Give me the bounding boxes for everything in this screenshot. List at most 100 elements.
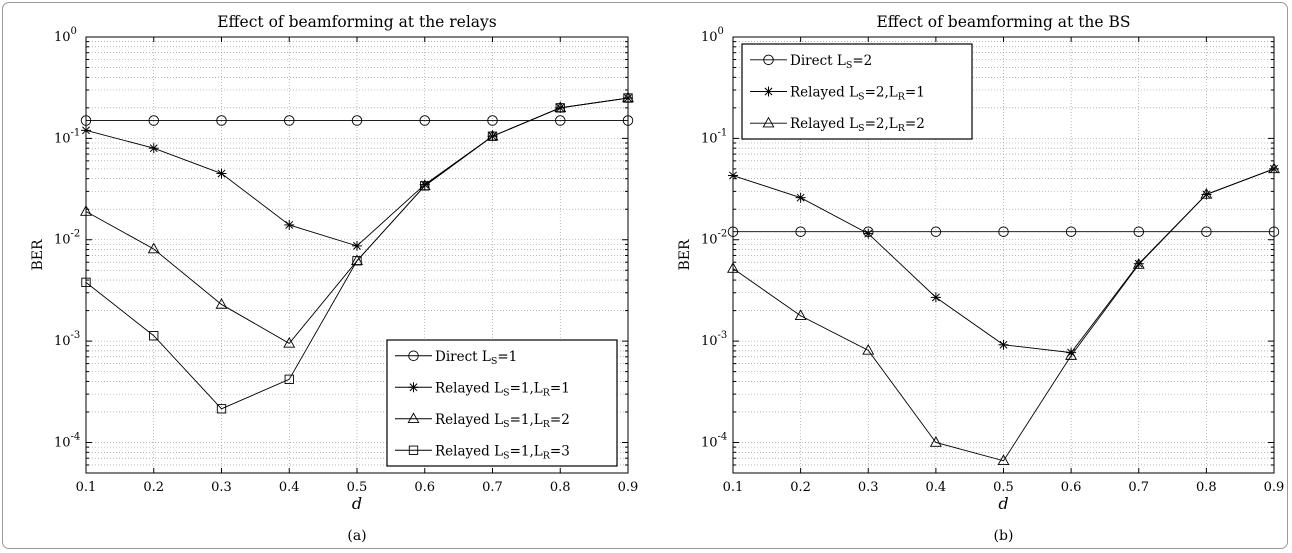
x-tick-label: 0.3 xyxy=(858,480,879,495)
legend-marker xyxy=(763,54,774,66)
data-point xyxy=(1268,226,1280,237)
data-point xyxy=(80,115,92,126)
legend-subscript: S xyxy=(503,387,510,398)
data-point xyxy=(863,228,874,239)
x-tick-label: 0.3 xyxy=(211,480,232,495)
legend-text: =2 xyxy=(905,116,925,132)
star-stroke xyxy=(217,169,226,178)
legend-text: =1,L xyxy=(510,380,543,396)
data-point xyxy=(727,262,739,273)
chart-b: 0.1 0.2 0.3 0.4 0.5 0.6 0.7 0.8 0.9 100 10-1 10-2 10… xyxy=(677,13,1284,544)
data-point xyxy=(420,181,430,191)
legend-text: =1 xyxy=(497,349,517,365)
y-tick-label: 10-1 xyxy=(54,127,80,146)
star-stroke xyxy=(285,220,294,229)
data-point xyxy=(623,93,633,103)
legend-entry: Relayed LS=2,LR=2 xyxy=(750,116,925,134)
y-tick-exponent: -4 xyxy=(71,431,81,442)
y-tick-exponent: -1 xyxy=(71,127,81,138)
data-point xyxy=(215,298,228,309)
x-tick-label: 0.2 xyxy=(143,480,164,495)
x-tick-label: 0.5 xyxy=(347,480,368,495)
y-tick-label: 10-3 xyxy=(701,330,727,349)
data-point xyxy=(1132,258,1145,269)
legend-subscript: S xyxy=(503,419,510,430)
series-3 xyxy=(727,162,1280,466)
legend-subscript: S xyxy=(846,60,853,71)
y-tick-label: 10-2 xyxy=(701,229,727,248)
y-tick-exponent: -2 xyxy=(718,229,728,240)
star-stroke xyxy=(149,144,158,153)
data-point xyxy=(795,226,806,237)
data-point xyxy=(81,277,91,287)
legend-marker xyxy=(408,445,419,455)
legend-text: =1,L xyxy=(510,443,543,459)
data-point xyxy=(727,226,739,237)
data-point xyxy=(795,192,806,203)
x-tick-label: 0.9 xyxy=(618,480,639,495)
data-point xyxy=(283,336,296,348)
legend-marker xyxy=(408,350,419,362)
legend-box xyxy=(386,339,618,467)
y-tick-exponent: -1 xyxy=(718,127,728,138)
y-axis-label: BER xyxy=(677,239,693,271)
x-tick-label: 0.4 xyxy=(926,480,947,495)
star-stroke xyxy=(796,193,805,202)
series-4 xyxy=(81,93,633,414)
y-tick-exponent: -3 xyxy=(71,330,81,341)
star-stroke xyxy=(420,180,429,189)
legend-label: Relayed LS=1,LR=1 xyxy=(435,380,570,398)
star-stroke xyxy=(353,241,361,250)
data-point xyxy=(1200,187,1213,199)
x-tick-label: 0.8 xyxy=(1196,480,1217,495)
legend-text: =2,L xyxy=(865,85,898,101)
data-point xyxy=(352,240,362,251)
legend-entry: Relayed LS=1,LR=3 xyxy=(395,443,570,461)
legend-text: =2 xyxy=(550,412,570,428)
star-stroke xyxy=(82,126,90,135)
star-stroke xyxy=(409,383,418,392)
legend-entry: Relayed LS=1,LR=1 xyxy=(395,380,570,398)
legend-subscript: R xyxy=(543,450,551,461)
legend-subscript: S xyxy=(503,450,510,461)
data-point xyxy=(352,256,362,266)
series-1 xyxy=(80,115,634,126)
legend-text: =1 xyxy=(905,85,925,101)
star-stroke xyxy=(999,340,1008,349)
x-tick-label: 0.6 xyxy=(1061,480,1082,495)
star-stroke xyxy=(729,171,737,180)
star-stroke xyxy=(931,293,940,302)
series-1 xyxy=(727,226,1280,237)
y-tick-exponent: 0 xyxy=(71,26,77,37)
y-tick-label: 10-1 xyxy=(701,127,727,146)
x-tick-label: 0.4 xyxy=(279,480,300,495)
star-stroke xyxy=(864,229,873,238)
data-point xyxy=(728,170,738,181)
legend-entry: Relayed LS=2,LR=1 xyxy=(750,85,925,103)
legend-subscript: R xyxy=(898,123,906,134)
chart-a: 0.1 0.2 0.3 0.4 0.5 0.6 0.7 0.8 0.9 100 10-1 10-2 10… xyxy=(30,13,638,544)
legend-text: =3 xyxy=(550,443,570,459)
data-point xyxy=(997,454,1010,466)
legend-text: =1 xyxy=(550,380,570,396)
series-2 xyxy=(81,93,633,251)
legend-text: Relayed L xyxy=(790,116,858,132)
data-point xyxy=(216,168,227,179)
legend-subscript: R xyxy=(543,419,551,430)
legend-text: Relayed L xyxy=(790,85,858,101)
data-point xyxy=(284,219,295,230)
data-point xyxy=(862,343,875,355)
y-tick-label: 10-3 xyxy=(54,330,80,349)
y-tick-exponent: 0 xyxy=(718,26,724,37)
star-stroke xyxy=(764,87,773,96)
legend-text: Relayed L xyxy=(435,443,503,459)
x-tick-label: 0.7 xyxy=(482,480,503,495)
data-point xyxy=(487,131,498,141)
legend-text: =2,L xyxy=(865,116,898,132)
legend-label: Relayed LS=2,LR=2 xyxy=(790,116,925,134)
x-tick-label: 0.6 xyxy=(414,480,435,495)
y-tick-exponent: -3 xyxy=(718,330,728,341)
data-point xyxy=(81,125,91,136)
